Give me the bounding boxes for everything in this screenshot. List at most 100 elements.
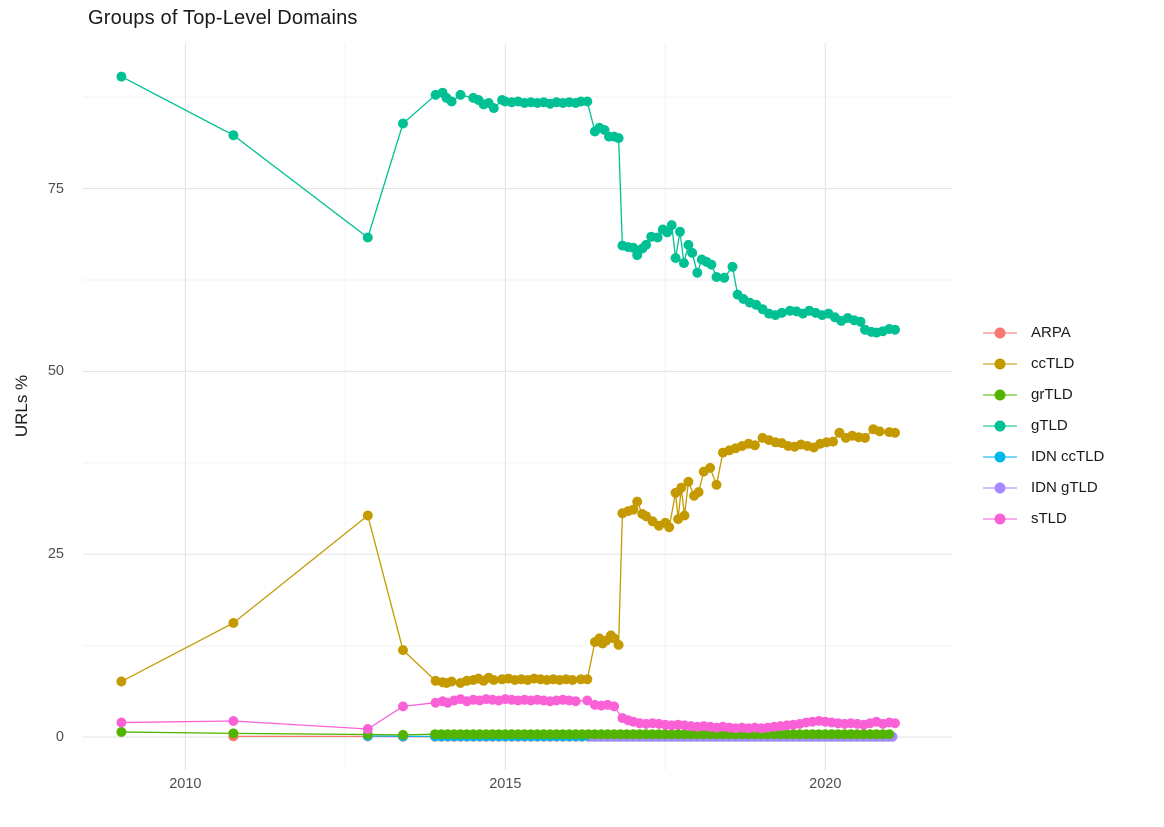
series-cctld-point <box>664 522 675 533</box>
series-cctld-line <box>121 428 896 684</box>
legend-item-idn-gtld: IDN gTLD <box>982 472 1104 503</box>
legend-marker-dot-icon <box>994 327 1006 338</box>
series-cctld-point <box>705 462 716 473</box>
series-gtld-point <box>455 89 466 100</box>
x-tick-label: 2015 <box>489 776 522 792</box>
x-tick-label: 2010 <box>169 776 202 792</box>
y-axis-label: URLs % <box>12 374 31 438</box>
series-gtld-point <box>890 324 900 335</box>
chart-title: Groups of Top-Level Domains <box>88 7 358 29</box>
legend: ARPA ccTLD grTLD gTLD IDN ccTLD IDN gTLD sTLD <box>982 317 1104 534</box>
series-cctld-point <box>860 432 870 443</box>
legend-label: gTLD <box>1031 417 1068 434</box>
legend-label: ARPA <box>1031 324 1071 341</box>
legend-marker-dot-icon <box>994 513 1006 524</box>
legend-marker <box>983 420 1017 431</box>
legend-marker <box>983 358 1017 369</box>
series-cctld-point <box>613 639 624 650</box>
legend-item-gtld: gTLD <box>982 410 1104 441</box>
series-stld-point <box>582 695 593 706</box>
series-gtld-point <box>719 272 730 283</box>
series-gtld-point <box>692 267 703 278</box>
series-cctld-point <box>228 618 239 628</box>
series-grtld-point <box>884 729 895 740</box>
series-cctld-point <box>628 504 639 515</box>
series-gtld-point <box>652 232 663 243</box>
legend-marker-dot-icon <box>994 420 1006 431</box>
series-gtld-point <box>116 71 127 82</box>
legend-label: grTLD <box>1031 386 1073 403</box>
series-stld-point <box>228 716 239 726</box>
series-grtld-point <box>398 729 408 740</box>
series-gtld-point <box>398 118 408 129</box>
y-tick-label: 75 <box>47 180 64 197</box>
series-cctld-point <box>828 436 838 447</box>
series-grtld-point <box>116 727 127 737</box>
series-gtld-point <box>446 96 457 107</box>
legend-marker <box>983 451 1017 462</box>
series-cctld-point <box>683 476 694 487</box>
grid-minor <box>83 43 952 770</box>
series-gtld-point <box>613 133 624 144</box>
series-grtld-point <box>228 728 239 739</box>
series-gtld-point <box>362 232 373 243</box>
series-gtld-point <box>678 258 689 269</box>
series-gtld-point <box>776 307 787 318</box>
series-stld-point <box>570 696 581 707</box>
series-grtld <box>116 727 895 740</box>
series-gtld-line <box>121 76 896 334</box>
series-cctld-point <box>749 440 760 451</box>
series-cctld-point <box>398 645 408 656</box>
series-gtld-point <box>488 103 499 114</box>
series-gtld-point <box>628 242 639 253</box>
series-stld-point <box>362 724 373 734</box>
series-gtld-point <box>727 261 738 272</box>
series-gtld-point <box>662 227 673 238</box>
series-cctld <box>116 424 900 688</box>
series-cctld-point <box>362 510 373 521</box>
y-tick-label: 25 <box>47 546 64 563</box>
series-stld-point <box>890 718 900 729</box>
legend-item-idn-cctld: IDN ccTLD <box>982 441 1104 472</box>
legend-item-stld: sTLD <box>982 503 1104 534</box>
legend-marker <box>983 482 1017 493</box>
series-gtld-point <box>683 239 694 250</box>
legend-marker-dot-icon <box>994 482 1006 493</box>
series-gtld-point <box>670 253 681 263</box>
series-gtld-point <box>855 316 866 327</box>
legend-marker-dot-icon <box>994 451 1006 462</box>
series-cctld-point <box>446 676 457 687</box>
legend-label: ccTLD <box>1031 355 1075 372</box>
series-stld-point <box>609 701 620 712</box>
series-gtld <box>116 71 900 338</box>
series-gtld-point <box>675 226 685 237</box>
series-stld-point <box>398 701 408 712</box>
series-gtld-point <box>687 247 698 258</box>
legend-marker <box>983 389 1017 400</box>
series-gtld-point <box>582 96 593 107</box>
grid-major <box>83 43 952 770</box>
series-gtld-point <box>641 239 652 250</box>
series-stld-point <box>116 717 127 728</box>
series-gtld-point <box>228 130 239 141</box>
series-cctld-point <box>567 675 578 685</box>
legend-marker-dot-icon <box>994 389 1006 400</box>
y-tick-label: 0 <box>55 729 64 746</box>
series-cctld-point <box>582 674 593 685</box>
legend-marker <box>983 513 1017 524</box>
series-cctld-point <box>890 427 900 438</box>
legend-label: sTLD <box>1031 510 1067 527</box>
series-gtld-point <box>706 259 717 270</box>
series-cctld-point <box>116 676 127 687</box>
series-cctld-point <box>488 675 499 685</box>
series-gtld-point <box>711 272 722 282</box>
legend-item-grtld: grTLD <box>982 379 1104 410</box>
legend-label: IDN ccTLD <box>1031 448 1105 465</box>
legend-item-arpa: ARPA <box>982 317 1104 348</box>
series-cctld-point <box>693 487 704 498</box>
series-gtld-point <box>666 220 677 231</box>
legend-marker <box>983 327 1017 338</box>
x-tick-label: 2020 <box>809 776 842 792</box>
series-cctld-point <box>679 510 690 521</box>
